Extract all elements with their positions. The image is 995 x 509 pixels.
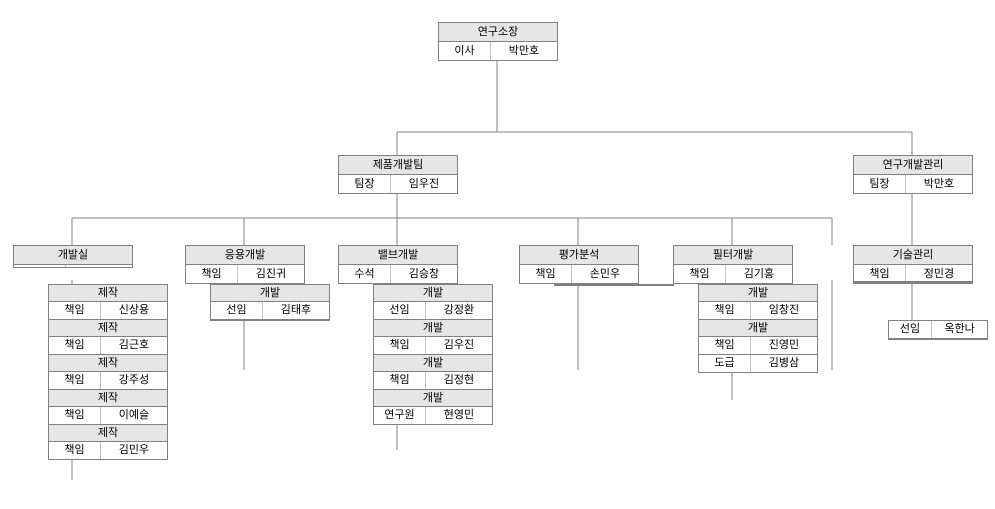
staff-name: 강정환	[426, 302, 492, 319]
staff-role: 도급	[699, 355, 751, 372]
staff-app-dev: 개발선임김태후	[210, 284, 330, 321]
staff-section-header: 개발	[699, 320, 817, 337]
node-title: 제품개발팀	[339, 156, 457, 175]
staff-name: 강주성	[101, 372, 167, 389]
staff-lab: 제작책임신상용제작책임김근호제작책임강주성제작책임이예슬제작책임김민우	[48, 284, 168, 460]
person-name: 손민우	[572, 265, 638, 283]
node-title: 필터개발	[674, 246, 792, 265]
staff-name: 진영민	[751, 337, 817, 354]
person-name	[66, 265, 132, 267]
staff-role: 책임	[699, 302, 751, 319]
staff-section-header: 개발	[374, 390, 492, 407]
staff-role: 책임	[374, 337, 426, 354]
staff-section-header: 제작	[49, 355, 167, 372]
staff-row: 책임김우진	[374, 337, 492, 355]
staff-filter-dev: 개발책임임창진개발책임진영민도급김병삼	[698, 284, 818, 373]
staff-role: 선임	[211, 302, 263, 319]
staff-section-header: 제작	[49, 285, 167, 302]
role-label: 이사	[439, 42, 491, 60]
staff-role: 선임	[374, 302, 426, 319]
staff-row: 책임임창진	[699, 302, 817, 320]
staff-name: 김근호	[101, 337, 167, 354]
node-dev-team: 제품개발팀 팀장 임우진	[338, 155, 458, 194]
node-title: 밸브개발	[339, 246, 457, 265]
role-label	[14, 265, 66, 267]
role-label: 책임	[520, 265, 572, 283]
person-name: 김진귀	[238, 265, 304, 283]
staff-name: 이예슬	[101, 407, 167, 424]
staff-name: 신상용	[101, 302, 167, 319]
staff-role: 책임	[49, 442, 101, 459]
staff-row: 책임김근호	[49, 337, 167, 355]
staff-valve-dev: 개발선임강정환개발책임김우진개발책임김정현개발연구원현영민	[373, 284, 493, 425]
role-label: 책임	[674, 265, 726, 283]
staff-name: 옥한나	[932, 321, 987, 338]
node-rnd-mgmt: 연구개발관리 팀장 박만호	[853, 155, 973, 194]
staff-name: 김병삼	[751, 355, 817, 372]
staff-tech-mgmt-extra	[853, 281, 973, 283]
person-name: 김기홍	[726, 265, 792, 283]
staff-row: 선임강정환	[374, 302, 492, 320]
staff-row: 책임진영민	[699, 337, 817, 355]
staff-row: 책임강주성	[49, 372, 167, 390]
node-title: 개발실	[14, 246, 132, 265]
staff-section-header: 개발	[374, 285, 492, 302]
node-director: 연구소장 이사 박만호	[438, 22, 558, 61]
node-valve-dev: 밸브개발 수석 김승창	[338, 245, 458, 284]
staff-section-header: 제작	[49, 390, 167, 407]
person-name: 박만호	[906, 175, 972, 193]
staff-name: 김태후	[263, 302, 329, 319]
role-label: 팀장	[339, 175, 391, 193]
staff-role: 책임	[699, 337, 751, 354]
staff-section-header: 개발	[374, 355, 492, 372]
staff-tech-mgmt: 선임옥한나	[888, 320, 988, 340]
staff-row: 선임옥한나	[889, 321, 987, 339]
person-name: 임우진	[391, 175, 457, 193]
node-title: 기술관리	[854, 246, 972, 265]
node-lab: 개발실	[13, 245, 133, 268]
node-eval-anal: 평가분석 책임 손민우	[519, 245, 639, 284]
node-app-dev: 응용개발 책임 김진귀	[185, 245, 305, 284]
staff-role: 연구원	[374, 407, 426, 424]
staff-row: 책임신상용	[49, 302, 167, 320]
node-filter-dev: 필터개발 책임 김기홍	[673, 245, 793, 284]
node-title: 응용개발	[186, 246, 304, 265]
role-label: 수석	[339, 265, 391, 283]
staff-name: 임창진	[751, 302, 817, 319]
node-title: 연구개발관리	[854, 156, 972, 175]
person-name: 김승창	[391, 265, 457, 283]
staff-name: 김정현	[426, 372, 492, 389]
staff-section-header: 개발	[699, 285, 817, 302]
node-title: 평가분석	[520, 246, 638, 265]
role-label: 책임	[186, 265, 238, 283]
staff-eval-anal	[554, 284, 674, 286]
staff-section-header: 제작	[49, 320, 167, 337]
role-label: 팀장	[854, 175, 906, 193]
staff-section-header: 개발	[211, 285, 329, 302]
staff-row: 책임김민우	[49, 442, 167, 459]
staff-section-header: 제작	[49, 425, 167, 442]
staff-row: 책임이예슬	[49, 407, 167, 425]
staff-role: 책임	[49, 302, 101, 319]
staff-row: 도급김병삼	[699, 355, 817, 372]
node-tech-mgmt: 기술관리 책임 정민경	[853, 245, 973, 284]
staff-role: 책임	[374, 372, 426, 389]
staff-row: 연구원현영민	[374, 407, 492, 424]
person-name: 박만호	[491, 42, 557, 60]
staff-row: 책임김정현	[374, 372, 492, 390]
staff-role: 책임	[49, 407, 101, 424]
staff-name: 김민우	[101, 442, 167, 459]
staff-role: 선임	[889, 321, 932, 338]
node-title: 연구소장	[439, 23, 557, 42]
staff-name: 현영민	[426, 407, 492, 424]
staff-section-header: 개발	[374, 320, 492, 337]
staff-row: 선임김태후	[211, 302, 329, 320]
staff-name: 김우진	[426, 337, 492, 354]
staff-role: 책임	[49, 372, 101, 389]
staff-role: 책임	[49, 337, 101, 354]
